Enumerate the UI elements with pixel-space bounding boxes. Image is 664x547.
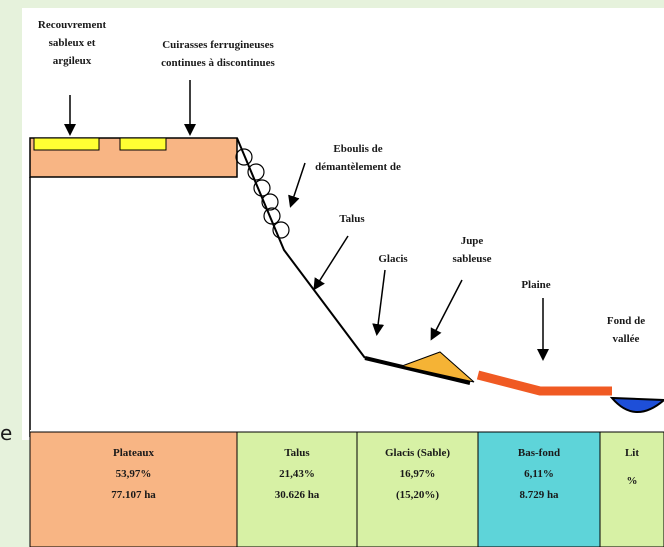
cell-text: 53,97% [116, 468, 152, 480]
cell-text: Glacis (Sable) [385, 447, 450, 459]
label: Plaine [521, 279, 550, 291]
sand-cover [34, 138, 99, 150]
cell-text: 77.107 ha [111, 489, 156, 501]
cell-text: Plateaux [113, 447, 154, 459]
table-cell: Bas-fond 6,11% 8.729 ha [478, 432, 600, 547]
cell-text: Talus [284, 447, 310, 459]
cell-text: 21,43% [279, 468, 315, 480]
label: Fond de [607, 315, 645, 327]
table-cell: Talus 21,43% 30.626 ha [237, 432, 357, 547]
cell-text: (15,20%) [396, 489, 439, 501]
table-cell: Lit% [600, 432, 664, 547]
table-cell: Glacis (Sable) 16,97% (15,20%) [357, 432, 478, 547]
diagram: Recouvrement sableux et argileux Cuirasses … [0, 0, 664, 547]
cell-text: 30.626 ha [275, 489, 320, 501]
label: Cuirasses ferrugineuses [162, 39, 274, 51]
table-cell: Plateaux 53,97% 77.107 ha [30, 432, 237, 547]
page: {"labels": [ {"lines": ["Recouvrement", … [0, 0, 664, 547]
cell-text: 8.729 ha [519, 489, 559, 501]
label: sableux et [49, 37, 96, 49]
label: Jupe [461, 235, 484, 247]
cut-text: e [0, 421, 12, 445]
label: continues à discontinues [161, 57, 275, 69]
label: démantèlement de [315, 161, 401, 173]
sand-cover [120, 138, 166, 150]
label: Recouvrement [38, 19, 107, 31]
label: argileux [53, 55, 92, 67]
cell-text: % [627, 475, 638, 487]
label: sableuse [452, 253, 491, 265]
cell-text: Bas-fond [518, 447, 560, 459]
label: Eboulis de [333, 143, 382, 155]
label: Glacis [378, 253, 408, 265]
cell-text: 16,97% [400, 468, 436, 480]
label: Talus [339, 213, 365, 225]
label: vallée [613, 333, 640, 345]
cell-text: Lit [625, 447, 639, 459]
cell-text: 6,11% [524, 468, 554, 480]
